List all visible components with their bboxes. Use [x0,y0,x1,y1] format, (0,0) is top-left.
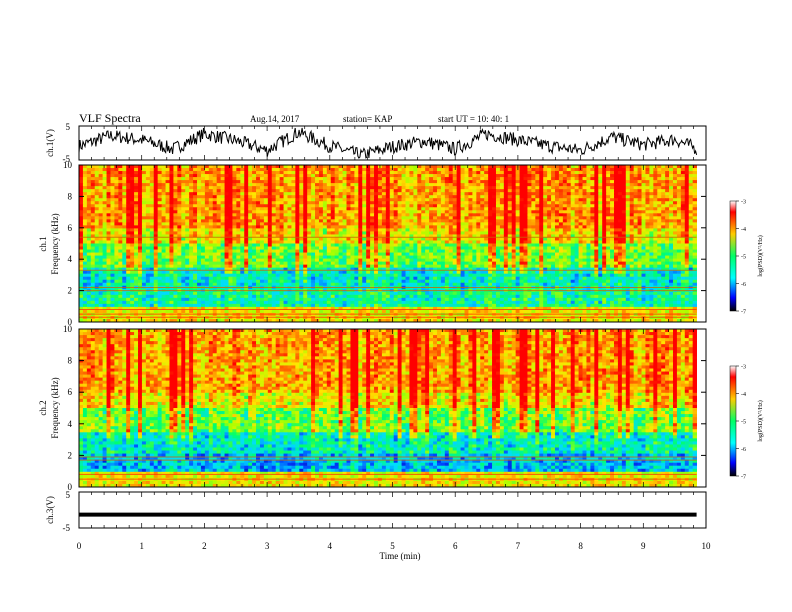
ch1-colorbar-label: log(PSD)(V²/Hz) [757,235,764,276]
ch2-colorbar-tick--4: -4 [741,392,746,398]
ch1-colorbar [729,200,737,312]
ch2-spec-ylabel-channel: ch.2 [38,400,48,415]
x-tick-1: 1 [139,541,144,551]
ch1-colorbar-tick--3: -3 [741,200,746,206]
x-axis: 0 1 2 3 4 5 6 7 8 9 10 [77,126,711,551]
ch1-spec-ytick-4: 4 [68,254,73,264]
ch2-spec-ylabel: Frequency (kHz) [50,377,60,438]
ch1-colorbar-tick--5: -5 [741,255,746,261]
ch1-waveform-panel: 5 -5 ch.1(V) [45,122,707,164]
chart-title: VLF Spectra [79,111,141,125]
ch3-ytick-bottom: -5 [63,523,71,533]
ch3-ytick-top: 5 [66,490,71,500]
ch1-spec-ylabel: Frequency (kHz) [50,213,60,274]
ch2-spectrogram [79,329,697,488]
ch1-spec-ytick-10: 10 [63,160,73,170]
x-tick-9: 9 [641,541,646,551]
ch1-spec-ytick-8: 8 [68,191,73,201]
ch1-spec-ytick-0: 0 [68,317,73,327]
ch1-spec-ytick-2: 2 [68,286,73,296]
ch1-spectrogram [79,165,697,323]
ch2-colorbar [729,365,737,477]
ch1-ytick-top: 5 [66,122,71,132]
ch1-spec-ylabel-channel: ch.1 [38,236,48,251]
ch2-spec-ytick-0: 0 [68,482,73,492]
ch2-spec-ytick-10: 10 [63,324,73,334]
x-tick-4: 4 [328,541,333,551]
start-time-label: start UT = 10: 40: 1 [438,114,510,124]
ch1-ylabel: ch.1(V) [45,129,55,157]
x-tick-8: 8 [578,541,583,551]
ch2-colorbar-tick--7: -7 [741,475,746,481]
x-tick-10: 10 [702,541,712,551]
ch1-colorbar-tick--7: -7 [741,310,746,316]
x-tick-0: 0 [77,541,82,551]
ch2-colorbar-tick--3: -3 [741,365,746,371]
ch2-colorbar-label: log(PSD)(V²/Hz) [757,400,764,441]
x-tick-2: 2 [202,541,207,551]
station-label: station= KAP [343,114,393,124]
ch1-spec-ytick-6: 6 [68,223,73,233]
ch2-colorbar-tick--6: -6 [741,447,746,453]
x-tick-5: 5 [390,541,395,551]
ch2-spec-ytick-4: 4 [68,419,73,429]
ch1-trace [78,127,698,159]
ch3-waveform-panel: 5 -5 ch.3(V) [45,490,707,533]
ch1-colorbar-tick--6: -6 [741,282,746,288]
x-tick-7: 7 [516,541,521,551]
x-axis-label: Time (min) [380,551,421,561]
x-tick-6: 6 [453,541,458,551]
ch2-colorbar-tick--5: -5 [741,420,746,426]
ch2-spec-ytick-2: 2 [68,450,73,460]
ch2-spec-ytick-8: 8 [68,356,73,366]
date-label: Aug.14, 2017 [250,114,300,124]
ch3-ylabel: ch.3(V) [45,496,55,524]
ch1-ytick-bottom: -5 [63,154,71,164]
ch2-spec-ytick-6: 6 [68,387,73,397]
x-tick-3: 3 [265,541,270,551]
ch1-colorbar-tick--4: -4 [741,227,746,233]
